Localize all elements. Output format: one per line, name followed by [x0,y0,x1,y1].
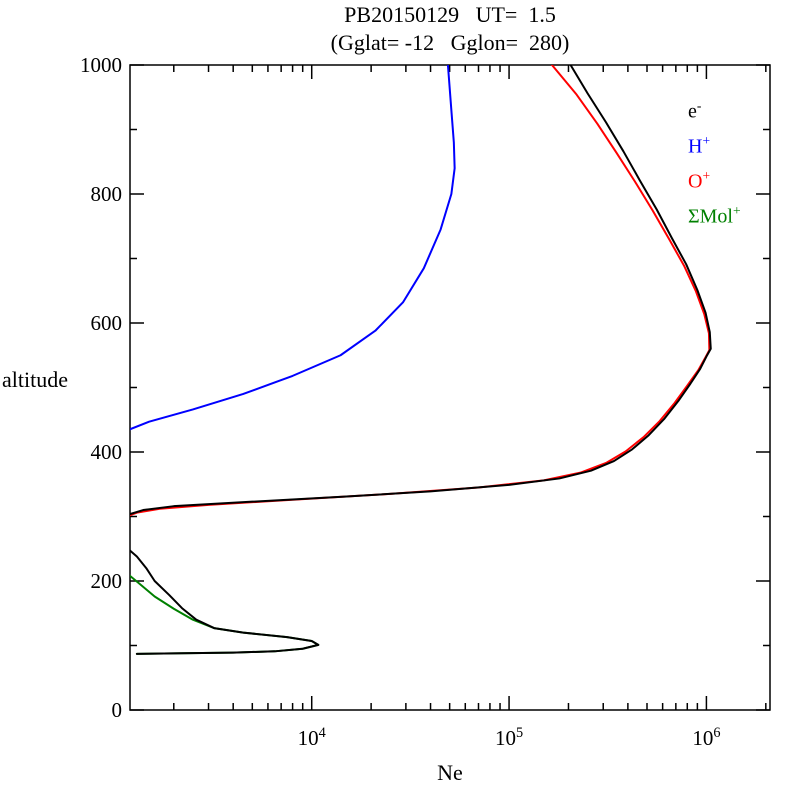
legend-item-electron: e- [688,98,702,123]
series-line-e- [130,65,712,655]
x-axis-label: Ne [437,760,463,785]
y-tick-label: 800 [90,182,123,206]
y-tick-label: 400 [90,440,123,464]
chart-subtitle: (Gglat= -12 Gglon= 280) [330,30,570,55]
x-tick-label: 105 [494,725,524,750]
y-tick-label: 600 [90,311,123,335]
legend-item-molecular-ions: ΣMol+ [688,203,741,228]
y-axis-label: altitude [2,367,68,392]
y-tick-label: 1000 [80,53,122,77]
legend-item-oxygen-ion: O+ [688,168,711,193]
chart-title: PB20150129 UT= 1.5 [344,2,556,27]
legend: e- H+ O+ ΣMol+ [688,95,741,235]
series-line-O+ [130,65,711,517]
x-tick-label: 104 [297,725,326,750]
series-line-SigmaMol+ [130,574,320,655]
x-tick-label: 106 [692,725,721,750]
series-line-H+ [130,65,456,431]
y-tick-label: 0 [111,698,123,722]
y-tick-label: 200 [90,569,123,593]
legend-item-hydrogen-ion: H+ [688,133,711,158]
